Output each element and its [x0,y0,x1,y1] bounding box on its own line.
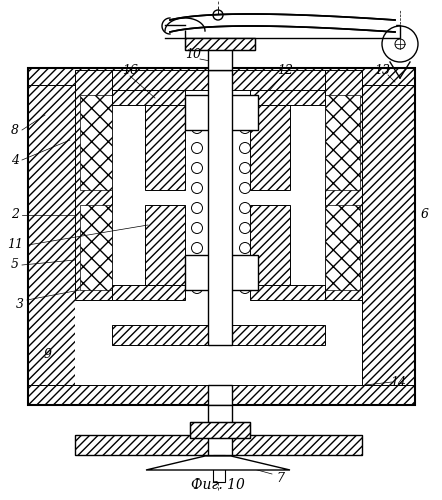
Bar [80,95,112,190]
Bar [28,70,75,385]
Bar [28,68,415,405]
Bar [325,95,360,190]
Bar [112,325,325,345]
Text: 8: 8 [11,124,19,136]
Bar [145,95,185,190]
Bar [75,435,362,455]
Bar [75,70,362,385]
Bar [80,205,112,290]
Bar [145,205,185,290]
Bar [185,38,255,50]
Bar [325,70,362,300]
Text: 5: 5 [11,258,19,272]
Text: Фиг. 10: Фиг. 10 [191,478,245,492]
Bar [325,205,360,290]
Bar [185,38,255,50]
Text: 14: 14 [390,376,406,388]
Bar [112,90,185,105]
Bar [190,422,250,438]
Text: 10: 10 [185,48,201,62]
Text: 11: 11 [7,238,23,252]
Bar [362,70,415,385]
Bar [208,45,232,70]
Bar [185,255,258,290]
Polygon shape [146,456,290,470]
Bar [28,385,415,405]
Bar [250,205,290,290]
Text: 9: 9 [44,348,52,362]
Bar [250,95,290,190]
Bar [250,90,325,105]
Text: 2: 2 [11,208,19,222]
Bar [75,70,112,300]
Bar [250,285,325,300]
Text: 16: 16 [122,64,138,76]
Bar [213,455,225,482]
Bar [75,435,362,455]
Bar [112,285,185,300]
Bar [190,422,250,438]
Text: 4: 4 [11,154,19,166]
Text: 3: 3 [16,298,24,312]
Text: 13: 13 [374,64,390,76]
Text: 7: 7 [276,472,284,484]
Text: 6: 6 [421,208,429,222]
Bar [185,95,258,130]
Bar [112,70,325,90]
Bar [208,405,232,455]
Text: 12: 12 [277,64,293,76]
Bar [185,25,400,38]
Bar [208,70,232,345]
Bar [28,68,415,85]
Bar [208,385,232,405]
